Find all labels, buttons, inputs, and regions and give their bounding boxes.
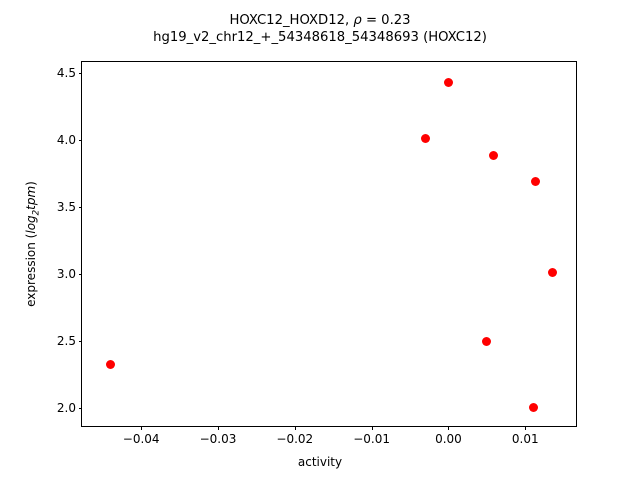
data-point bbox=[529, 403, 539, 413]
data-point bbox=[420, 133, 430, 143]
data-point bbox=[488, 151, 498, 161]
y-tick-label: 2.0 bbox=[56, 400, 76, 415]
x-tick-mark bbox=[217, 426, 219, 430]
title-line-1: HOXC12_HOXD12, ρ = 0.23 bbox=[0, 12, 640, 29]
title-rho-value: = 0.23 bbox=[361, 13, 411, 28]
y-axis-label: expression (log2tpm) bbox=[24, 61, 44, 427]
y-axis-label-suffix: ) bbox=[24, 181, 38, 186]
y-tick-mark bbox=[78, 139, 82, 141]
data-point bbox=[481, 337, 491, 347]
y-tick-mark bbox=[78, 72, 82, 74]
data-point bbox=[530, 176, 540, 186]
x-tick-mark bbox=[448, 426, 450, 430]
x-tick-mark bbox=[294, 426, 296, 430]
figure-title: HOXC12_HOXD12, ρ = 0.23 hg19_v2_chr12_+_… bbox=[0, 12, 640, 47]
title-line-2: hg19_v2_chr12_+_54348618_54348693 (HOXC1… bbox=[153, 30, 487, 46]
data-point bbox=[443, 77, 453, 87]
y-tick-label: 3.0 bbox=[56, 266, 76, 281]
y-axis-label-tpm: tpm bbox=[24, 185, 38, 210]
x-tick-mark bbox=[371, 426, 373, 430]
y-axis-label-prefix: expression ( bbox=[24, 233, 38, 307]
y-tick-label: 3.5 bbox=[56, 199, 76, 214]
x-tick-mark bbox=[525, 426, 527, 430]
y-tick-label: 2.5 bbox=[56, 333, 76, 348]
title-rho-symbol: ρ bbox=[353, 13, 362, 28]
x-tick-label: −0.01 bbox=[353, 432, 391, 446]
plot-area bbox=[82, 62, 576, 426]
x-axis-label: activity bbox=[297, 455, 343, 469]
x-tick-label: −0.02 bbox=[276, 432, 314, 446]
axes-frame: −0.04 −0.03 −0.02 −0.01 0.00 0.01 2.0 2.5 3.0 3.… bbox=[57, 61, 577, 446]
x-tick-label: 0.01 bbox=[511, 432, 539, 446]
y-tick-mark bbox=[78, 340, 82, 342]
title-gene-pair: HOXC12_HOXD12, bbox=[229, 13, 354, 28]
x-tick-label: 0.00 bbox=[435, 432, 462, 446]
y-tick-label: 4.0 bbox=[56, 132, 76, 147]
data-point bbox=[548, 267, 558, 277]
y-tick-mark bbox=[78, 407, 82, 409]
y-tick-mark bbox=[78, 273, 82, 275]
x-tick-label: −0.03 bbox=[199, 432, 237, 446]
data-point bbox=[105, 360, 115, 370]
y-axis-label-base: 2 bbox=[31, 209, 42, 216]
x-tick-label: −0.04 bbox=[122, 432, 160, 446]
y-tick-mark bbox=[78, 206, 82, 208]
y-tick-label: 4.5 bbox=[56, 65, 76, 80]
x-tick-mark bbox=[141, 426, 143, 430]
y-axis-label-log: log bbox=[24, 215, 38, 234]
